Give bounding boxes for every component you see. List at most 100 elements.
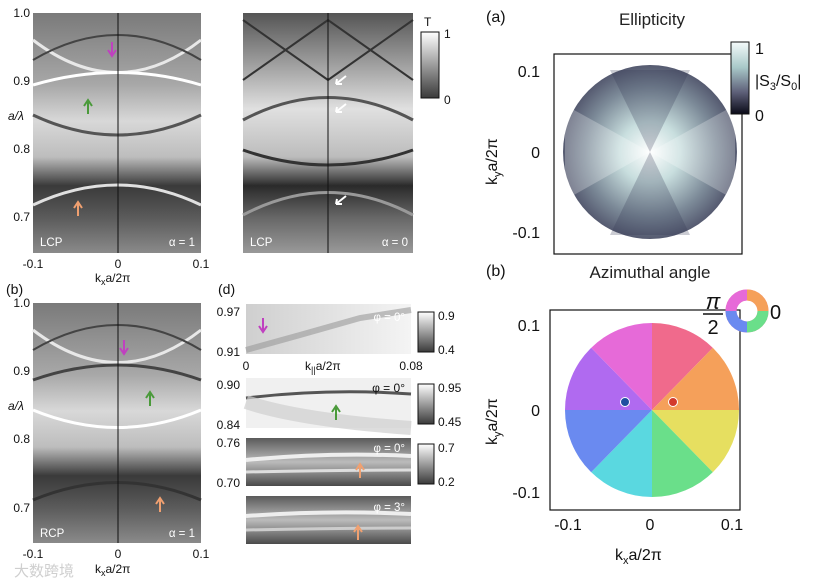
magenta-arrow xyxy=(258,318,268,334)
ytick: 0.8 xyxy=(13,432,30,446)
xtick: 0.08 xyxy=(399,359,423,373)
phi-label: φ = 0° xyxy=(373,443,405,455)
wheel-zero: 0 xyxy=(770,302,781,324)
phi-label: φ = 0° xyxy=(372,381,405,395)
wheel-denominator: 2 xyxy=(707,317,718,339)
xtick: -0.1 xyxy=(23,257,44,271)
xtick: 0 xyxy=(115,257,122,271)
band-curve xyxy=(243,395,412,435)
colorbar-label: T xyxy=(424,15,432,29)
ytick: 0.91 xyxy=(217,345,241,359)
ytick: 1.0 xyxy=(13,296,30,310)
ytick: 0.8 xyxy=(13,142,30,156)
ytick: 0.90 xyxy=(217,378,241,392)
ytick: 0.1 xyxy=(518,64,540,81)
xtick: 0 xyxy=(646,517,655,534)
orange-arrow xyxy=(355,462,365,478)
xaxis-label: kxa/2π xyxy=(615,547,662,567)
axis-b: 1.0 0.9 0.8 0.7 a/λ -0.1 0 0.1 kxa/2π xyxy=(8,296,210,578)
band-curve xyxy=(245,452,412,462)
pol-label: RCP xyxy=(40,528,65,540)
panel-lcp-alpha1: LCP α = 1 xyxy=(32,13,202,253)
dark-lobe xyxy=(610,70,690,152)
band-curve xyxy=(245,510,412,518)
colorbar-T: T 1 0 xyxy=(420,15,451,107)
ytick: 0.9 xyxy=(13,74,30,88)
ytick: 1.0 xyxy=(13,6,30,20)
yaxis-label: kya/2π xyxy=(484,398,504,445)
bright-lobe xyxy=(565,105,650,200)
panel-lcp-alpha0: LCP α = 0 xyxy=(242,13,414,253)
colorbar-max: 1 xyxy=(755,41,764,58)
ytick: 0.9 xyxy=(13,364,30,378)
band-curve xyxy=(245,526,412,532)
panel-label: (b) xyxy=(6,281,23,297)
white-arrow xyxy=(335,103,347,113)
orange-arrow xyxy=(353,524,363,540)
yaxis-label: a/λ xyxy=(8,399,24,413)
xtick: 0.1 xyxy=(193,547,210,561)
plot-background xyxy=(33,13,201,253)
magenta-arrow xyxy=(107,42,117,58)
panel-b-azimuthal: (b) Azimuthal angle 0.1 0 -0.1 -0.1 0 0.… xyxy=(484,263,743,567)
panel-label: (a) xyxy=(486,9,506,26)
colorbar-max: 0.7 xyxy=(438,441,455,455)
colorbar-min: 0 xyxy=(444,93,451,107)
colorbar xyxy=(417,311,435,353)
ytick: -0.1 xyxy=(512,485,540,502)
color-wheel-legend: π 2 0 xyxy=(703,289,781,339)
strip-plot xyxy=(246,496,411,544)
green-arrow xyxy=(331,404,341,420)
ytick: 0.84 xyxy=(217,418,241,432)
xtick: 0 xyxy=(243,359,250,373)
yaxis-label: kya/2π xyxy=(484,138,504,185)
colorbar-label: |S3/S0| xyxy=(755,73,801,93)
watermark: 大数跨境 xyxy=(14,562,74,580)
colorbar-max: 0.9 xyxy=(438,309,455,323)
xtick: 0.1 xyxy=(721,517,743,534)
ytick: 0.7 xyxy=(13,210,30,224)
colorbar-min: 0.45 xyxy=(438,415,462,429)
ytick: 0.70 xyxy=(217,476,241,490)
xtick: 0.1 xyxy=(193,257,210,271)
pol-label: LCP xyxy=(40,237,63,249)
panel-rcp-alpha1: (b) RCP α = 1 xyxy=(6,281,202,543)
ytick: 0.97 xyxy=(217,305,241,319)
phi-label: φ = 0° xyxy=(373,312,405,324)
alpha-label: α = 1 xyxy=(169,528,195,540)
magenta-arrow xyxy=(119,340,129,356)
xaxis-label: kxa/2π xyxy=(95,271,130,287)
panel-d: (d) φ = 0° 0.97 0.91 0.9 0.4 0 0.08 k||a… xyxy=(217,281,462,544)
xtick: -0.1 xyxy=(23,547,44,561)
colorbar-min: 0.2 xyxy=(438,475,455,489)
ytick: -0.1 xyxy=(512,225,540,242)
ytick: 0 xyxy=(531,403,540,420)
plot-frame xyxy=(553,53,743,255)
ellipticity-disk xyxy=(563,65,737,239)
blue-point xyxy=(620,397,630,407)
xtick: 0 xyxy=(115,547,122,561)
panel-label: (b) xyxy=(486,263,506,280)
colorbar xyxy=(417,443,435,485)
ellipticity-colorbar xyxy=(730,41,750,115)
band-curve xyxy=(32,328,202,364)
plot-frame xyxy=(549,309,741,511)
orange-arrow xyxy=(73,200,83,216)
xtick: -0.1 xyxy=(554,517,582,534)
wheel-numerator: π xyxy=(706,289,722,314)
yaxis-label: a/λ xyxy=(8,109,24,123)
colorbar-min: 0.4 xyxy=(438,343,455,357)
ytick: 0 xyxy=(531,145,540,162)
green-arrow xyxy=(145,390,155,406)
colorbar xyxy=(417,383,435,425)
pol-label: LCP xyxy=(250,237,273,249)
axis-left-top: 1.0 0.9 0.8 0.7 a/λ -0.1 0 0.1 kxa/2π xyxy=(8,6,210,287)
colorbar xyxy=(420,31,440,99)
plot-background xyxy=(33,303,201,543)
panel-title: Ellipticity xyxy=(619,10,686,29)
white-arrow xyxy=(335,75,347,85)
alpha-label: α = 0 xyxy=(382,237,408,249)
band-curve xyxy=(245,307,412,353)
orange-arrow xyxy=(155,496,165,512)
